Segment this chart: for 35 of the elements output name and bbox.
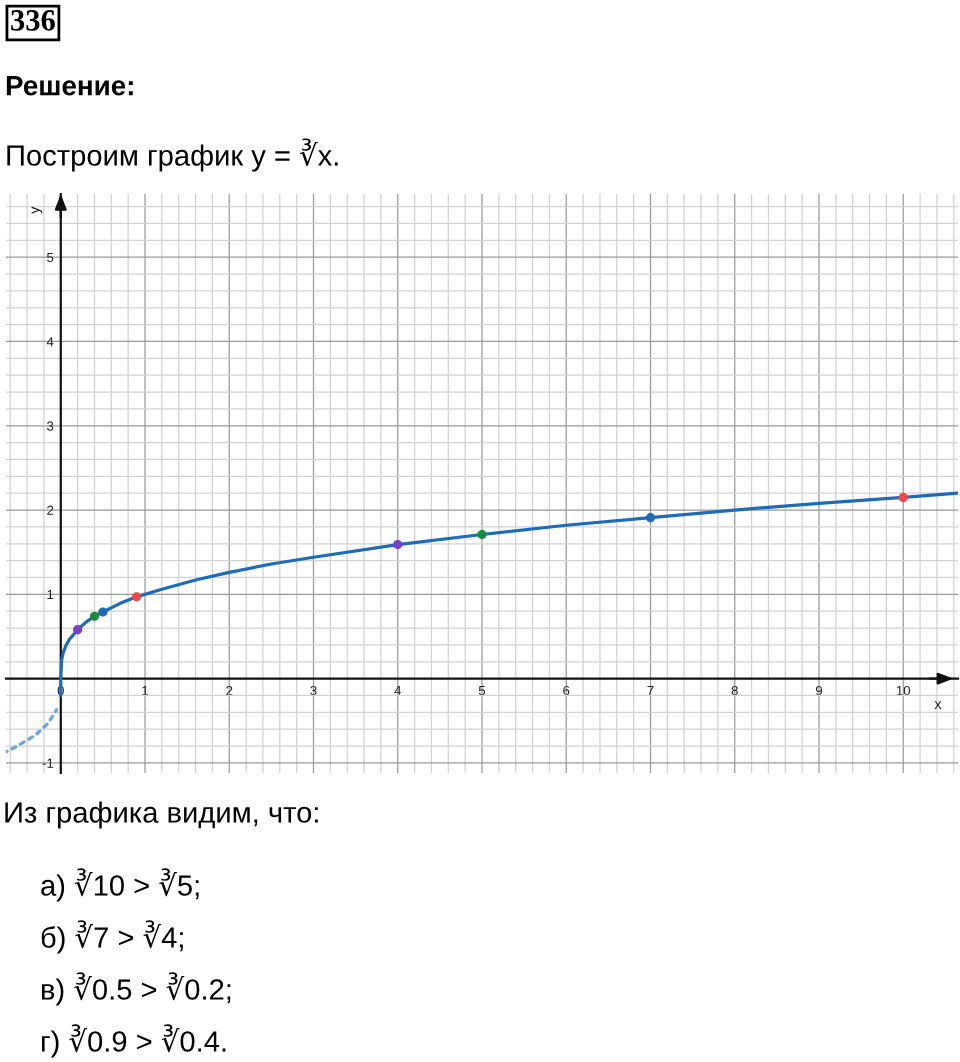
- point: [98, 607, 108, 617]
- point: [393, 540, 403, 550]
- x-tick-label: 4: [394, 686, 402, 696]
- x-tick-label: 6: [563, 685, 570, 696]
- y-tick-label: 1: [47, 590, 54, 600]
- y-tick-label: 5: [47, 252, 54, 263]
- text: Из графика видим, что:: [5, 801, 318, 829]
- point: [131, 592, 142, 602]
- text: б) ∛7 > ∛4;: [41, 920, 183, 954]
- x-axis-title: x: [934, 701, 942, 710]
- x-tick-label: 5: [478, 686, 486, 696]
- y-tick-label: -1: [42, 758, 54, 768]
- chart-subtitle: Решение:: [6, 76, 133, 96]
- x-tick-label: 8: [731, 685, 738, 696]
- text: а) ∛10 > ∛5;: [41, 868, 199, 902]
- text: в) ∛0.5 > ∛0.2;: [42, 972, 231, 1006]
- point: [645, 513, 656, 523]
- chart-title: 336: [11, 10, 55, 31]
- x-tick-label: 9: [815, 685, 823, 696]
- point: [73, 625, 83, 635]
- text: г) ∛0.9 > ∛0.4.: [42, 1024, 226, 1058]
- y-tick-label: 4: [46, 337, 54, 347]
- y-tick-label: 3: [46, 421, 54, 431]
- y-axis-title: y: [31, 206, 43, 214]
- x-tick-label: 1: [142, 686, 149, 696]
- text: Построим график y = ∛x.: [7, 138, 338, 172]
- x-tick-label: 3: [310, 685, 317, 696]
- x-tick-label: 7: [647, 686, 654, 696]
- point: [477, 529, 487, 540]
- x-tick-label: 10: [896, 685, 911, 696]
- y-tick-label: 2: [47, 505, 54, 515]
- point: [89, 611, 100, 621]
- point: [898, 492, 908, 503]
- line-series: [6, 708, 59, 754]
- x-tick-label: 2: [226, 685, 233, 696]
